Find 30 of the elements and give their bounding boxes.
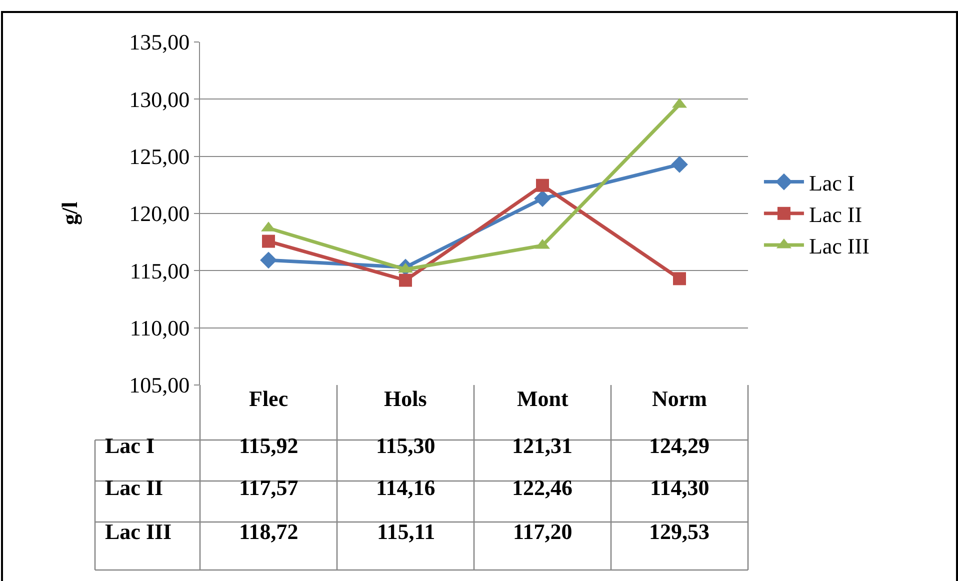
data-label: 114,16: [376, 475, 436, 500]
data-label: 117,57: [239, 475, 298, 500]
y-axis-title: g/l: [57, 202, 82, 225]
data-label: 122,46: [512, 475, 572, 500]
y-tick-label: 120,00: [129, 201, 190, 226]
data-label: 115,11: [377, 519, 436, 544]
text: Lac III: [105, 519, 172, 544]
y-tick-label: 130,00: [129, 86, 190, 112]
y-tick-label: 135,00: [129, 30, 190, 55]
data-label: 129,53: [649, 519, 710, 544]
legend-label: Lac I: [808, 170, 855, 196]
y-tick-label: 125,00: [129, 144, 190, 170]
legend-label: Lac III: [808, 234, 870, 259]
data-label: 121,31: [512, 433, 572, 458]
data-label: 115,92: [239, 433, 298, 458]
x-tick-label: Flec: [249, 386, 288, 411]
data-label: 114,30: [650, 475, 710, 500]
data-label: 117,20: [513, 519, 572, 544]
data-label: 118,72: [239, 519, 298, 544]
text: Lac II: [105, 475, 164, 500]
legend-label: Lac II: [808, 202, 862, 227]
y-tick-label: 105,00: [129, 372, 190, 398]
data-label: 115,30: [376, 433, 436, 458]
x-tick-label: Mont: [517, 386, 569, 411]
data-label: 124,29: [649, 433, 710, 458]
y-tick-label: 115,00: [130, 258, 190, 284]
y-tick-label: 110,00: [130, 316, 190, 341]
text: Lac I: [105, 433, 154, 458]
x-tick-label: Hols: [384, 386, 428, 411]
x-tick-label: Norm: [652, 386, 707, 411]
